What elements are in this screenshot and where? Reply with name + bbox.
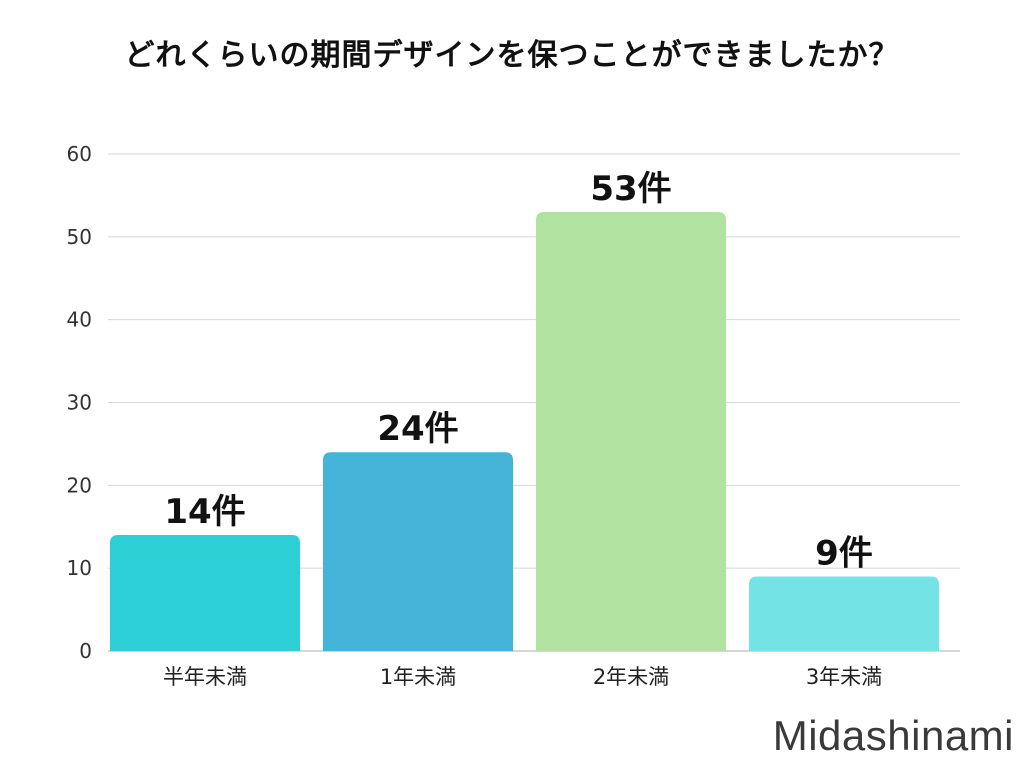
y-tick-label: 40 bbox=[67, 308, 92, 332]
y-tick-label: 10 bbox=[67, 556, 92, 580]
x-tick-label: 2年未満 bbox=[593, 665, 669, 689]
bar-value-label: 24件 bbox=[377, 409, 458, 449]
y-tick-label: 0 bbox=[79, 639, 92, 663]
bar-value-label: 9件 bbox=[815, 533, 873, 573]
bar-value-label: 53件 bbox=[590, 169, 671, 209]
bar bbox=[323, 452, 513, 651]
y-tick-label: 30 bbox=[67, 391, 92, 415]
bar bbox=[749, 576, 939, 651]
brand-logo-text: Midashinami bbox=[772, 712, 1014, 759]
bar bbox=[536, 211, 726, 651]
y-tick-label: 20 bbox=[67, 473, 92, 497]
x-tick-label: 1年未満 bbox=[380, 665, 456, 689]
bar bbox=[110, 535, 300, 651]
chart-title: どれくらいの期間デザインを保つことができましたか？ bbox=[124, 38, 900, 73]
x-tick-label: 半年未満 bbox=[163, 665, 247, 689]
x-tick-label: 3年未満 bbox=[806, 665, 882, 689]
bar-value-label: 14件 bbox=[164, 492, 245, 532]
y-tick-label: 60 bbox=[67, 142, 92, 166]
y-tick-label: 50 bbox=[67, 225, 92, 249]
